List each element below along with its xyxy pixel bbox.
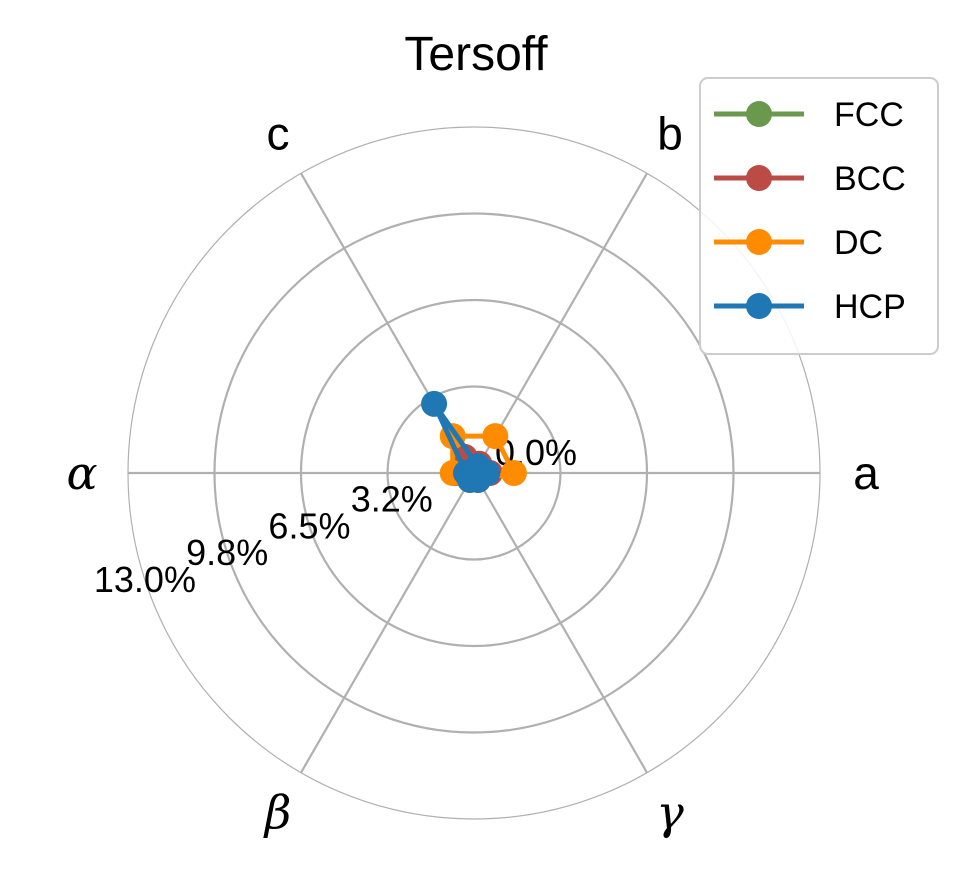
data-point (421, 390, 448, 417)
grid-spoke (300, 472, 475, 774)
radial-tick-label: 13.0% (94, 559, 196, 600)
legend-label: FCC (834, 96, 904, 134)
legend-entry-dc: DC (714, 224, 883, 262)
data-point (500, 460, 527, 486)
axis-label: c (267, 108, 290, 160)
radial-tick-label: 3.2% (351, 479, 433, 520)
legend: FCC BCC DC HCP (699, 77, 939, 355)
chart-title: Tersoff (404, 28, 548, 81)
radial-tick-label: 6.5% (268, 505, 350, 546)
grid-spoke (473, 172, 648, 474)
axis-label: a (853, 447, 879, 499)
legend-label: HCP (834, 288, 906, 326)
data-point (464, 466, 491, 493)
legend-frame (699, 77, 939, 355)
axis-label: γ (656, 785, 684, 839)
legend-entry-bcc: BCC (714, 160, 906, 198)
series-hcp (421, 390, 501, 493)
radial-tick-labels: 0.0%3.2%6.5%9.8%13.0% (94, 432, 577, 600)
legend-marker (746, 229, 772, 255)
radial-tick-label: 9.8% (186, 532, 268, 573)
data-series (421, 390, 527, 493)
radar-grid (127, 126, 821, 820)
legend-label: DC (834, 224, 883, 262)
axis-label: α (66, 446, 97, 500)
legend-entry-fcc: FCC (714, 96, 904, 134)
axis-label: β (263, 785, 292, 839)
legend-marker (746, 101, 772, 127)
legend-marker (746, 293, 772, 319)
axis-label: b (657, 108, 683, 160)
legend-marker (746, 165, 772, 191)
data-point (482, 423, 509, 450)
legend-entry-hcp: HCP (714, 288, 906, 326)
grid-spoke (473, 472, 648, 774)
legend-label: BCC (834, 160, 906, 198)
axis-labels: a b c α β γ (66, 108, 879, 840)
